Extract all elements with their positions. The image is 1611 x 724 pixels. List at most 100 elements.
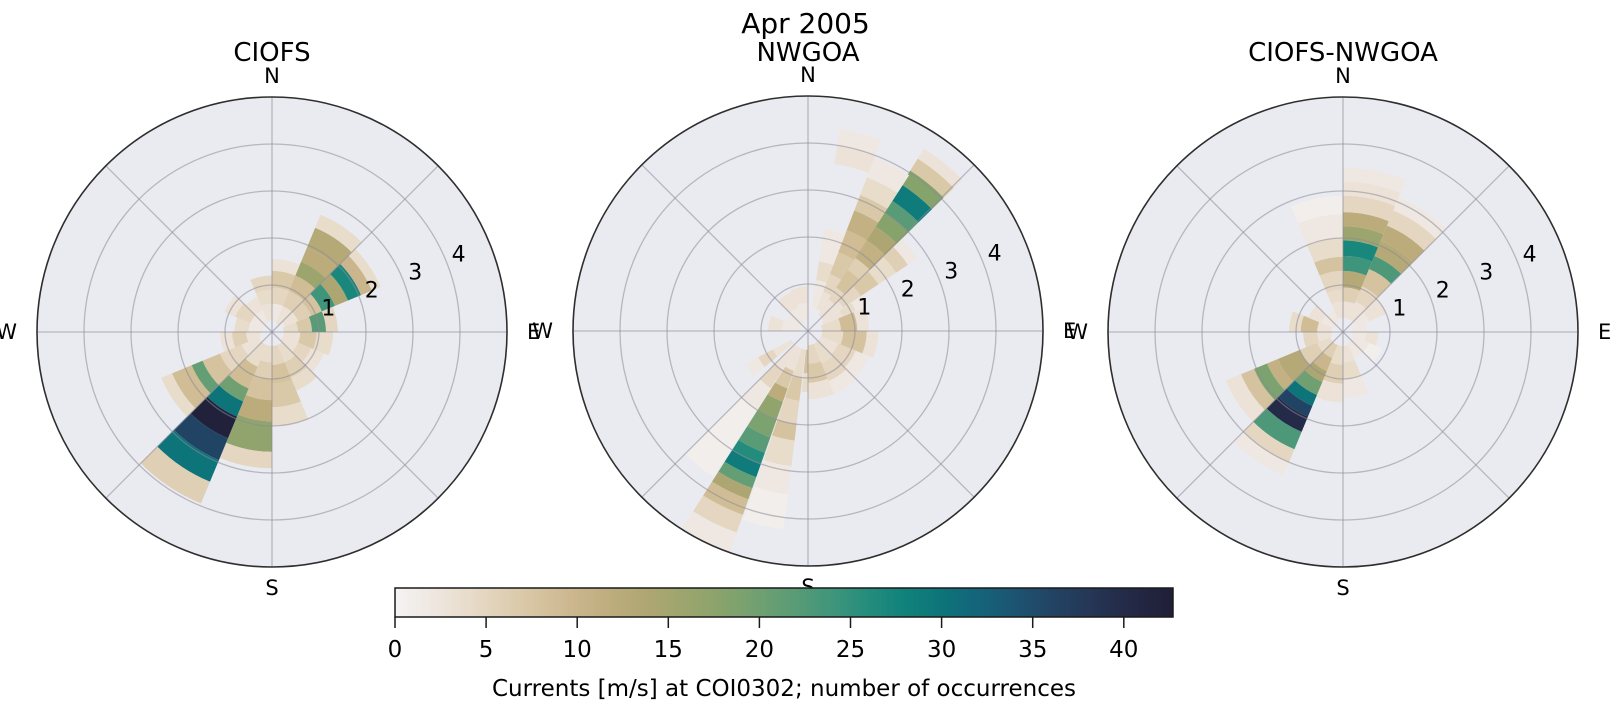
rose-cell	[866, 225, 897, 256]
rose-cell	[260, 345, 272, 363]
rose-cell	[301, 247, 337, 279]
rose-cell	[190, 396, 237, 439]
rose-cell	[854, 239, 886, 271]
rose-cell	[281, 312, 299, 327]
rose-cell	[1343, 287, 1361, 304]
rose-cell	[883, 247, 908, 273]
rose-cell	[1343, 212, 1389, 235]
rose-cell	[1347, 340, 1363, 359]
rose-cell	[1369, 256, 1402, 284]
rose-cell	[218, 375, 249, 402]
rose-cell	[854, 194, 888, 223]
rose-cell	[1319, 270, 1343, 293]
rose-cell	[1290, 195, 1343, 224]
rose-cell	[1243, 421, 1295, 463]
rose-cell	[245, 297, 264, 316]
rose-cell	[901, 170, 944, 210]
rose-cell	[277, 341, 296, 363]
subplot-title-nwgoa: NWGOA	[756, 38, 860, 68]
rose-cell	[307, 227, 352, 268]
subplot-title-ciofs: CIOFS	[233, 38, 311, 68]
rose-cell	[1253, 408, 1302, 450]
rose-cell	[290, 366, 317, 391]
rose-cell	[1313, 351, 1333, 372]
rose-cell	[1317, 322, 1333, 332]
rose-cell	[275, 305, 292, 326]
rose-cell	[1374, 240, 1413, 274]
rose-cell	[767, 382, 788, 402]
rose-cell	[1343, 375, 1369, 398]
rose-cell	[866, 157, 910, 194]
rose-cell	[714, 397, 757, 442]
rose-cell	[280, 336, 299, 352]
rose-cell	[821, 318, 841, 331]
rose-cell	[261, 303, 272, 322]
rose-cell	[245, 341, 267, 367]
polar-grid-spoke	[105, 165, 273, 333]
rose-cell	[821, 355, 847, 381]
rose-cell	[1240, 368, 1275, 411]
cardinal-label-e: E	[1598, 320, 1611, 344]
rose-cell	[1266, 396, 1308, 432]
rose-cell	[1343, 301, 1355, 319]
rose-cell	[1343, 226, 1384, 248]
rose-cell	[732, 440, 765, 464]
rose-cell	[712, 471, 753, 500]
rose-cell	[272, 259, 300, 276]
rose-cell	[1343, 195, 1396, 222]
rose-cell	[862, 331, 879, 358]
rose-cell	[219, 442, 272, 469]
colorbar-axis-label: Currents [m/s] at COI0302; number of occ…	[491, 676, 1077, 702]
colorbar-tick-label: 30	[927, 637, 956, 663]
rose-cell	[219, 344, 249, 372]
polar-grid-spoke	[807, 164, 975, 332]
rose-cell	[811, 279, 827, 310]
rose-cell	[291, 302, 312, 322]
rose-cell	[1294, 370, 1323, 395]
rose-cell	[754, 459, 792, 495]
rose-cell	[1298, 214, 1343, 246]
rose-cell	[813, 340, 833, 364]
rose-cell	[228, 358, 258, 389]
rose-cell	[1288, 311, 1304, 332]
rose-cell	[1304, 361, 1327, 382]
polar-grid-spoke	[641, 164, 809, 332]
cardinal-label-w: W	[1067, 320, 1088, 344]
rose-cell	[775, 366, 794, 389]
cardinal-label-n: N	[1335, 64, 1351, 88]
rose-cell	[844, 350, 869, 378]
rose-cell	[298, 332, 317, 350]
polar-grid-spoke	[1176, 331, 1344, 499]
rose-cell	[745, 357, 765, 377]
rose-cell	[1387, 210, 1437, 251]
rose-cell	[250, 315, 266, 329]
rose-cell	[157, 430, 219, 482]
radial-tick-label: 2	[1436, 279, 1450, 304]
colorbar-tick-label: 35	[1018, 637, 1047, 663]
rose-cell	[917, 148, 963, 188]
rose-cell	[1278, 388, 1313, 417]
rose-cell	[742, 486, 788, 530]
colorbar-tick-label: 0	[388, 637, 403, 663]
rose-cell	[235, 303, 256, 324]
rose-cell	[681, 511, 737, 553]
rose-cell	[1330, 345, 1343, 365]
rose-cell	[340, 255, 372, 296]
rose-cell	[1307, 238, 1343, 263]
rose-cell	[738, 426, 771, 453]
rose-cell	[759, 364, 783, 389]
rose-cell	[891, 184, 933, 223]
rose-cell	[1314, 256, 1343, 276]
colorbar-tick-label: 20	[745, 637, 774, 663]
rose-cell	[282, 332, 301, 343]
rose-cell	[874, 212, 909, 244]
rose-cell	[1253, 363, 1285, 401]
rose-cell	[685, 424, 737, 477]
radial-tick-label: 3	[1479, 261, 1493, 286]
polar-spine	[36, 96, 508, 568]
rose-cell	[1343, 360, 1361, 379]
rose-cell	[819, 228, 846, 266]
colorbar-tick-label: 15	[654, 637, 683, 663]
